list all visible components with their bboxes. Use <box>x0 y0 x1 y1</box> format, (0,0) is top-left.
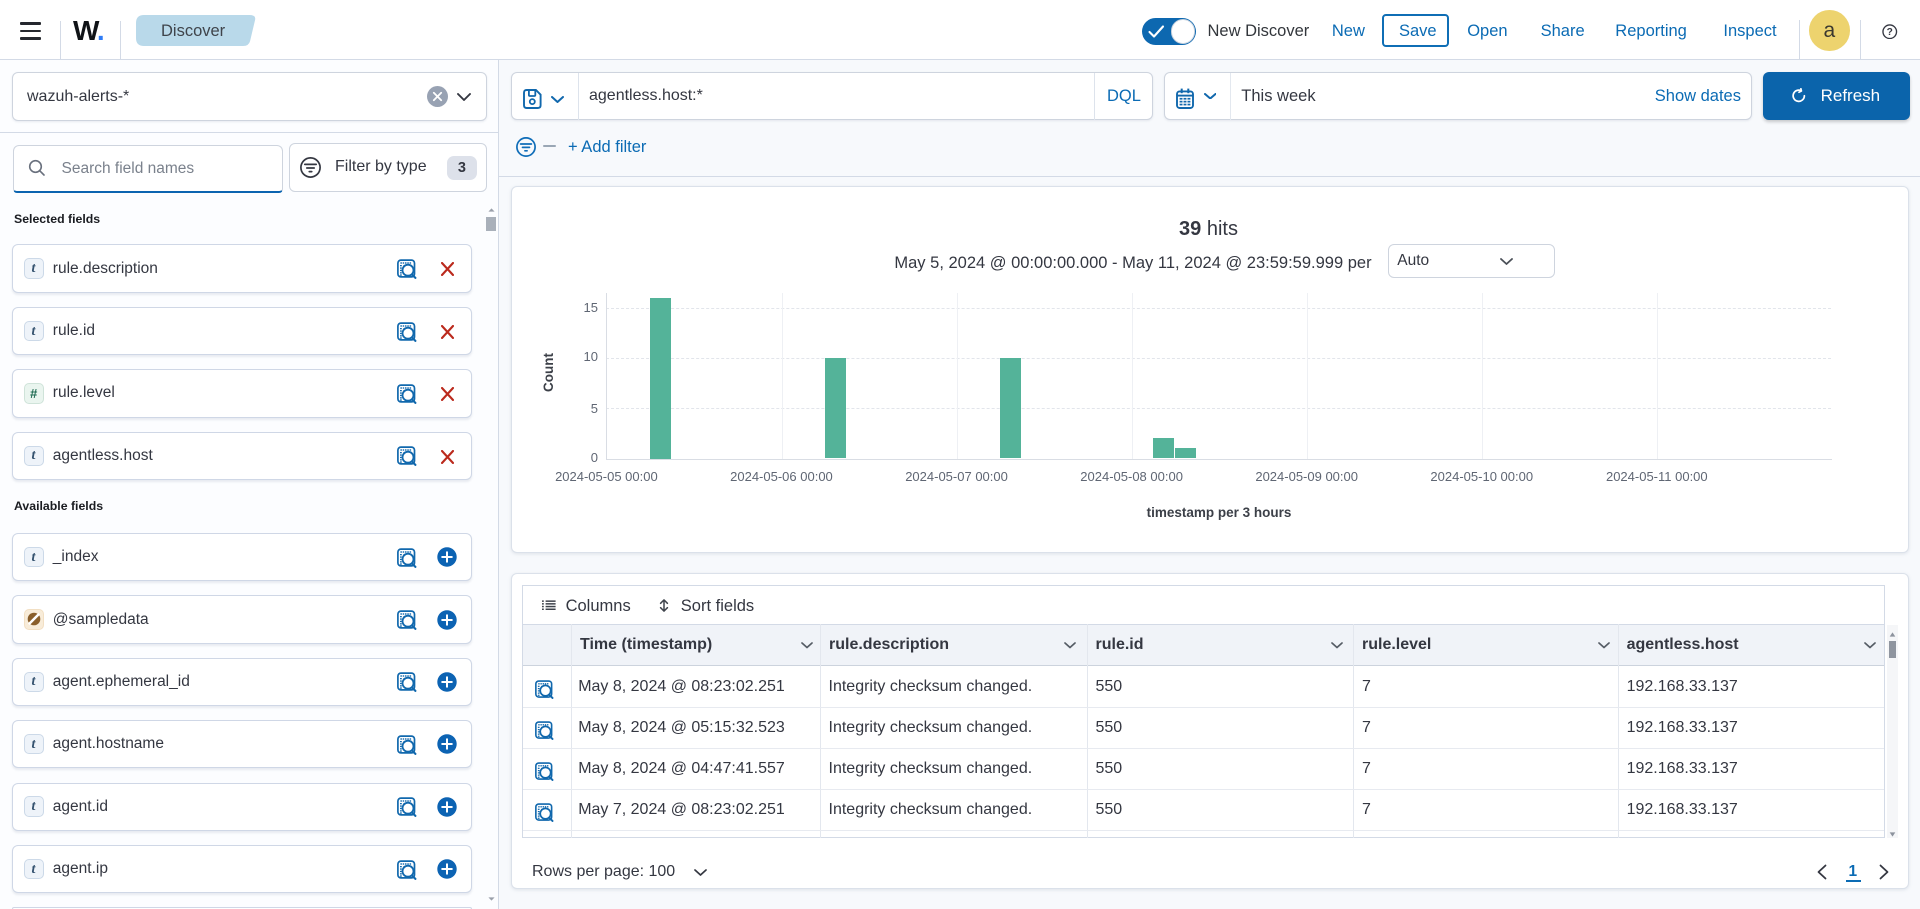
svg-text:?: ? <box>1887 27 1893 38</box>
